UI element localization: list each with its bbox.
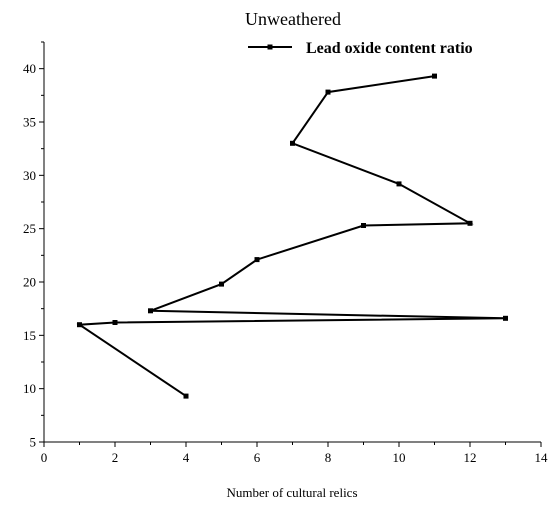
y-tick-label: 40 <box>23 61 36 76</box>
y-axis-ticks: 5 10 15 20 25 30 35 40 <box>23 41 44 450</box>
legend-marker <box>267 44 273 50</box>
x-axis-ticks: 0 2 4 6 8 10 12 14 <box>41 442 548 465</box>
data-point <box>361 223 366 228</box>
data-point <box>183 393 189 399</box>
x-tick-label: 8 <box>325 450 332 465</box>
y-tick-label: 20 <box>23 275 36 290</box>
y-tick-label: 5 <box>30 435 37 450</box>
series-line <box>76 75 506 397</box>
y-tick-label: 35 <box>23 115 36 130</box>
y-tick-label: 30 <box>23 168 36 183</box>
data-point <box>148 308 153 314</box>
y-tick-label: 15 <box>23 328 36 343</box>
y-tick-label: 10 <box>23 381 36 396</box>
y-tick-label: 25 <box>23 221 36 236</box>
data-point <box>396 181 402 187</box>
data-point <box>219 281 224 287</box>
data-point <box>503 315 508 321</box>
data-point <box>112 320 118 325</box>
data-point <box>432 73 437 79</box>
legend-label: Lead oxide content ratio <box>306 40 473 57</box>
x-tick-label: 14 <box>535 450 549 465</box>
chart-title: Unweathered <box>245 9 341 29</box>
legend: Lead oxide content ratio <box>248 40 473 57</box>
x-tick-label: 10 <box>393 450 406 465</box>
plot-area <box>76 73 508 399</box>
x-tick-label: 6 <box>254 450 261 465</box>
x-tick-label: 4 <box>183 450 190 465</box>
x-tick-label: 0 <box>41 450 48 465</box>
data-point <box>77 322 82 328</box>
data-point <box>254 257 260 263</box>
x-tick-label: 12 <box>464 450 477 465</box>
data-point <box>467 220 473 226</box>
x-tick-label: 2 <box>112 450 119 465</box>
data-point <box>290 140 295 146</box>
axes <box>43 42 541 443</box>
x-axis-title: Number of cultural relics <box>226 485 357 500</box>
data-point <box>325 89 331 95</box>
